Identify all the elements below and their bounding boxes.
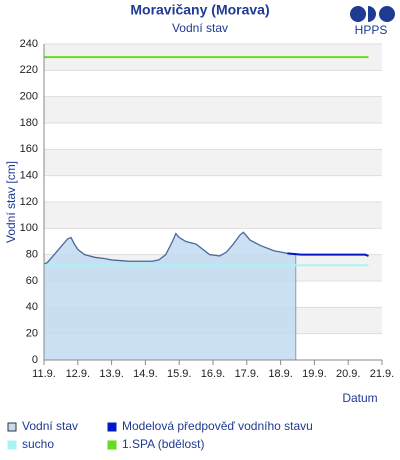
grid-band [44, 96, 382, 123]
x-tick-label: 19.9. [302, 368, 326, 380]
y-tick-label: 140 [20, 170, 38, 182]
x-tick-label: 12.9. [66, 368, 90, 380]
line [287, 252, 369, 257]
y-tick-label: 80 [26, 249, 38, 261]
x-tick-label: 14.9. [133, 368, 157, 380]
legend-swatch [107, 440, 117, 450]
x-tick-label: 20.9. [336, 368, 360, 380]
y-tick-label: 40 [26, 301, 38, 313]
legend-label: sucho [22, 437, 54, 451]
grid-band [44, 202, 382, 229]
x-tick-label: 13.9. [99, 368, 123, 380]
chart-subtitle: Vodní stav [172, 21, 228, 35]
y-tick-label: 0 [32, 354, 38, 366]
x-axis-label: Datum [342, 391, 377, 405]
y-tick-label: 180 [20, 117, 38, 129]
chart-title: Moravičany (Morava) [130, 2, 269, 18]
y-tick-label: 100 [20, 222, 38, 234]
y-tick-label: 240 [20, 38, 38, 50]
x-tick-label: 17.9. [235, 368, 259, 380]
y-tick-label: 160 [20, 143, 38, 155]
y-tick-label: 60 [26, 275, 38, 287]
y-tick-label: 220 [20, 64, 38, 76]
line [43, 231, 296, 265]
legend-label: Modelová předpověď vodního stavu [122, 419, 313, 433]
x-tick-label: 15.9. [167, 368, 191, 380]
legend-label: 1.SPA (bdělost) [122, 437, 205, 451]
logo-text: HPPS [355, 23, 388, 37]
y-tick-label: 200 [20, 91, 38, 103]
y-axis-label: Vodní stav [cm] [4, 161, 18, 243]
x-tick-label: 16.9. [201, 368, 225, 380]
y-tick-label: 20 [26, 328, 38, 340]
legend-swatch [7, 440, 17, 450]
logo: HPPS [350, 6, 395, 37]
legend: Vodní stav Modelová předpověď vodního sta… [7, 419, 313, 451]
legend-swatch [107, 422, 117, 432]
legend-swatch [7, 422, 17, 432]
y-tick-label: 120 [20, 196, 38, 208]
grid-band [44, 149, 382, 176]
x-tick-label: 11.9. [32, 368, 56, 380]
legend-label: Vodní stav [22, 419, 78, 433]
x-tick-label: 18.9. [268, 368, 292, 380]
x-tick-label: 21.9. [370, 368, 394, 380]
